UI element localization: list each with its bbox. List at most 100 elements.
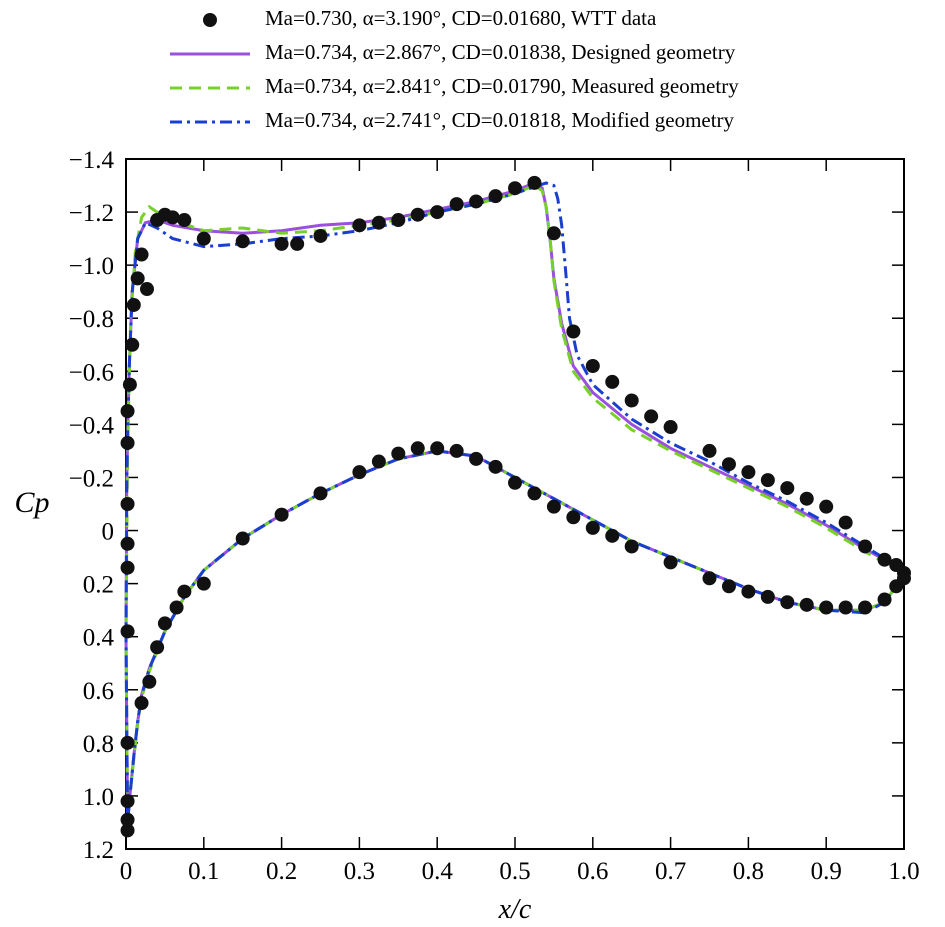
data-point [741, 465, 756, 480]
data-point [449, 443, 464, 458]
data-point [140, 282, 155, 297]
data-point [150, 640, 165, 655]
data-point [858, 539, 873, 554]
data-point [120, 794, 135, 809]
y-tick-label: 1.0 [83, 784, 114, 811]
data-point [488, 459, 503, 474]
data-point [566, 324, 581, 339]
data-point [313, 228, 328, 243]
data-point [721, 457, 736, 472]
data-point [624, 539, 639, 554]
data-point [120, 624, 135, 639]
data-point [391, 213, 406, 228]
y-tick-label: −0.4 [69, 412, 115, 439]
data-point [120, 812, 135, 827]
y-tick-label: −1.2 [69, 200, 114, 227]
x-tick-label: 0.1 [188, 858, 219, 885]
data-point [410, 441, 425, 456]
data-point [120, 560, 135, 575]
data-point [410, 207, 425, 222]
data-point [605, 374, 620, 389]
data-point [134, 696, 149, 711]
x-tick-label: 0 [120, 858, 133, 885]
x-tick-label: 0.4 [422, 858, 454, 885]
data-point [120, 823, 135, 838]
x-tick-label: 0.5 [499, 858, 530, 885]
data-point [566, 510, 581, 525]
data-point [877, 592, 892, 607]
y-tick-label: −0.2 [69, 465, 114, 492]
data-point [508, 475, 522, 490]
data-point [546, 226, 561, 241]
legend-label: Ma=0.730, α=3.190°, CD=0.01680, WTT data [265, 6, 657, 30]
data-point [290, 236, 305, 251]
legend-label: Ma=0.734, α=2.741°, CD=0.01818, Modified… [265, 108, 735, 132]
data-point [120, 497, 135, 511]
y-tick-label: 0.4 [83, 625, 115, 652]
data-point [157, 616, 172, 631]
data-point [177, 213, 192, 228]
y-tick-label: 0.2 [83, 572, 114, 599]
data-point [196, 576, 211, 591]
y-tick-label: −1.0 [69, 253, 114, 280]
x-tick-label: 0.8 [733, 858, 764, 885]
y-tick-label: 0.6 [83, 678, 114, 705]
x-tick-label: 0.3 [344, 858, 375, 885]
data-point [897, 571, 911, 586]
y-tick-label: 0 [102, 519, 115, 546]
data-point [371, 215, 386, 230]
data-point [702, 571, 717, 586]
data-point [488, 189, 503, 204]
data-point [120, 404, 135, 419]
legend-label: Ma=0.734, α=2.867°, CD=0.01838, Designed… [265, 40, 736, 64]
data-point [235, 531, 250, 546]
data-point [120, 536, 135, 551]
y-axis-label: Cp [14, 486, 49, 519]
data-point [585, 359, 600, 373]
data-point [780, 595, 795, 610]
data-point [527, 175, 542, 190]
data-point [122, 377, 137, 392]
data-point [120, 435, 135, 450]
data-point [126, 297, 141, 312]
data-point [546, 499, 561, 514]
data-point [469, 194, 484, 209]
x-tick-label: 1.0 [888, 858, 919, 885]
data-point [177, 584, 192, 599]
data-point [721, 579, 736, 594]
data-point [352, 465, 367, 480]
data-point [196, 231, 211, 246]
data-point [838, 515, 853, 530]
series-line [124, 181, 906, 823]
data-point [165, 210, 180, 225]
legend-marker [203, 13, 217, 27]
data-point [780, 481, 795, 496]
data-point [741, 584, 756, 599]
x-tick-label: 0.2 [266, 858, 297, 885]
data-point [235, 234, 250, 249]
data-point [702, 443, 717, 458]
x-tick-label: 0.7 [655, 858, 686, 885]
data-point [527, 486, 542, 501]
data-point [858, 600, 873, 615]
data-point [760, 589, 775, 604]
data-point [274, 507, 289, 522]
data-point [274, 236, 289, 251]
data-point [430, 441, 445, 456]
data-point [799, 597, 814, 612]
y-tick-label: 1.2 [83, 837, 114, 864]
data-point [799, 491, 814, 506]
data-point [508, 181, 522, 196]
data-point [169, 600, 184, 615]
x-tick-label: 0.6 [577, 858, 608, 885]
y-tick-label: 0.8 [83, 731, 114, 758]
data-point [430, 205, 445, 220]
data-point [585, 520, 600, 535]
data-point [142, 674, 157, 689]
y-tick-label: −0.6 [69, 359, 114, 386]
y-tick-label: −0.8 [69, 306, 114, 333]
data-point [371, 454, 386, 469]
data-point [877, 552, 892, 567]
data-point [449, 197, 464, 212]
data-point [130, 271, 145, 286]
